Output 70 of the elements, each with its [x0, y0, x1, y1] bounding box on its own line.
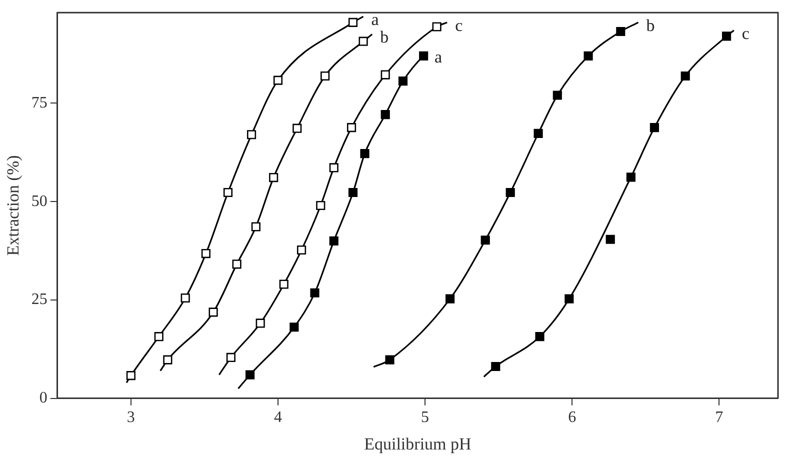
point — [316, 200, 326, 210]
x-tick-label: 6 — [568, 409, 576, 426]
line-series — [160, 33, 373, 372]
point — [296, 245, 306, 255]
point — [232, 260, 242, 269]
point — [320, 71, 330, 81]
point — [680, 71, 690, 81]
point — [535, 332, 544, 342]
point — [201, 248, 210, 258]
point — [358, 36, 368, 46]
point — [506, 188, 515, 198]
series-label: a — [371, 10, 380, 30]
point — [380, 70, 390, 80]
point — [251, 222, 260, 232]
y-tick-label: 0 — [39, 390, 48, 407]
y-axis-title: Extraction (%) — [4, 155, 23, 256]
point — [290, 322, 299, 332]
series-label: b — [646, 16, 655, 35]
point — [360, 148, 370, 158]
point — [154, 332, 164, 342]
y-tick-label: 50 — [31, 192, 48, 210]
y-tick-label: 75 — [31, 94, 48, 112]
point — [432, 22, 442, 32]
point — [385, 355, 394, 364]
point — [246, 370, 255, 380]
point — [650, 123, 660, 132]
point — [329, 236, 338, 246]
point — [310, 288, 320, 298]
point — [163, 355, 172, 364]
y-tick-label: 25 — [31, 291, 48, 308]
x-axis-title: Equilibrium pH — [364, 434, 472, 454]
point — [269, 173, 278, 182]
point — [292, 124, 302, 133]
point — [491, 362, 500, 372]
x-tick-label: 5 — [421, 409, 430, 426]
x-tick-label: 3 — [126, 409, 135, 426]
point — [606, 234, 615, 244]
point — [180, 293, 190, 303]
series-label: c — [742, 24, 750, 43]
point — [534, 128, 543, 138]
point — [346, 123, 356, 132]
point — [616, 26, 626, 36]
point — [348, 188, 358, 198]
line-series — [126, 16, 364, 384]
x-tick-label: 4 — [274, 409, 282, 426]
point — [223, 188, 233, 198]
point — [208, 308, 218, 317]
point — [226, 352, 236, 362]
series-label: b — [380, 28, 389, 47]
point — [273, 76, 283, 85]
point — [722, 32, 732, 41]
point — [626, 172, 636, 182]
point — [246, 130, 256, 140]
point — [552, 90, 562, 100]
point — [446, 294, 455, 304]
point — [279, 280, 288, 289]
line-series — [483, 30, 735, 378]
series-label: a — [434, 47, 443, 66]
point — [480, 236, 490, 245]
point — [419, 51, 428, 60]
point — [256, 318, 265, 328]
point — [584, 51, 593, 60]
point — [380, 110, 390, 120]
point — [398, 76, 408, 86]
point — [329, 163, 338, 172]
point — [564, 294, 574, 304]
point — [348, 18, 358, 27]
point — [126, 371, 136, 380]
x-tick-label: 7 — [715, 409, 724, 426]
series-label: c — [455, 16, 464, 35]
